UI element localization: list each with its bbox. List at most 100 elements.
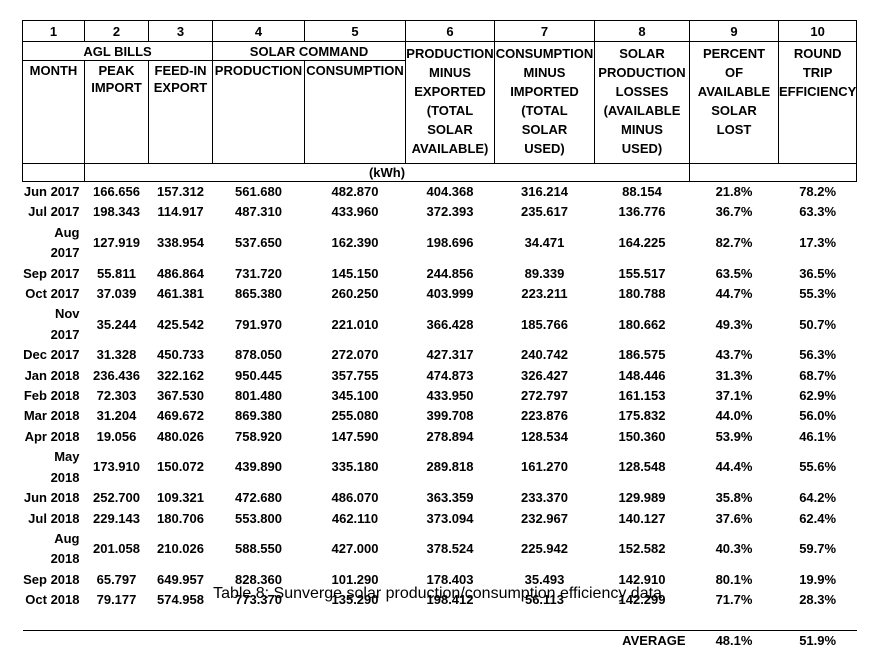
percent-lost-cell: 43.7%: [715, 347, 753, 363]
solar-used-cell: 34.471: [524, 235, 565, 251]
percent-lost-cell: 31.3%: [715, 367, 753, 383]
peak-import-cell: 252.700: [93, 490, 140, 506]
table-row: Nov 2017 35.244 425.542 791.970 221.010 …: [23, 304, 857, 345]
unit-row-spacer: [22, 163, 85, 182]
solar-used-cell: 233.370: [521, 490, 568, 506]
solar-used-cell: 35.493: [524, 571, 565, 587]
feed-in-export-cell: 150.072: [157, 459, 204, 475]
peak-import-cell: 35.244: [96, 316, 137, 332]
table-row: Mar 2018 31.204 469.672 869.380 255.080 …: [23, 406, 857, 426]
month-cell: Oct 2017: [25, 286, 80, 302]
solar-used-cell: 161.270: [521, 459, 568, 475]
column-number: 9: [689, 20, 779, 42]
consumption-cell: 486.070: [331, 490, 379, 506]
solar-used-cell: 316.214: [521, 184, 568, 199]
solar-available-cell: 399.708: [426, 408, 474, 424]
table-row: Jul 2017 198.343 114.917 487.310 433.960…: [23, 202, 857, 222]
month-cell: Jul 2018: [28, 510, 80, 526]
feed-in-export-cell: 367.530: [157, 388, 204, 404]
month-cell: Feb 2018: [23, 388, 80, 404]
production-cell: 472.680: [235, 490, 282, 506]
solar-available-cell: 198.412: [426, 592, 474, 608]
production-losses-cell: 161.153: [618, 388, 666, 404]
production-cell: 828.360: [235, 571, 282, 587]
peak-import-cell: 72.303: [96, 388, 137, 404]
consumption-cell: 147.590: [331, 428, 379, 444]
average-label: AVERAGE: [622, 632, 686, 648]
solar-used-cell: 240.742: [521, 347, 568, 363]
round-trip-cell: 56.3%: [799, 347, 837, 363]
solar-available-cell: 178.403: [426, 571, 474, 587]
round-trip-cell: 55.3%: [799, 286, 837, 302]
round-trip-cell: 56.0%: [799, 408, 837, 424]
consumption-cell: 162.390: [331, 235, 379, 251]
percent-lost-cell: 53.9%: [715, 428, 753, 444]
round-trip-cell: 50.7%: [799, 316, 837, 332]
solar-available-cell: 366.428: [426, 316, 474, 332]
column-number: 1: [22, 20, 85, 42]
group-header-agl-bills: AGL BILLS: [22, 41, 213, 61]
percent-lost-cell: 82.7%: [715, 235, 753, 251]
col-header-feed-in-export: FEED-IN EXPORT: [148, 60, 213, 164]
table-caption: Table 8: Sunverge solar production/consu…: [213, 585, 662, 602]
average-row: AVERAGE 48.1% 51.9%: [23, 630, 857, 651]
consumption-cell: 357.755: [331, 367, 379, 383]
col-header-round-trip-efficiency: ROUND TRIP EFFICIENCY: [777, 41, 858, 164]
solar-used-cell: 272.797: [521, 388, 568, 404]
consumption-cell: 345.100: [331, 388, 379, 404]
round-trip-cell: 68.7%: [799, 367, 837, 383]
feed-in-export-cell: 109.321: [157, 490, 204, 506]
peak-import-cell: 31.328: [96, 347, 137, 363]
production-losses-cell: 129.989: [618, 490, 666, 506]
production-cell: 487.310: [235, 204, 282, 220]
col-header-consumption: CONSUMPTION: [304, 60, 406, 164]
peak-import-cell: 37.039: [96, 286, 137, 302]
consumption-cell: 462.110: [331, 510, 379, 526]
feed-in-export-cell: 114.917: [157, 204, 204, 220]
consumption-cell: 272.070: [331, 347, 379, 363]
solar-used-cell: 89.339: [524, 265, 565, 281]
col-header-percent-available-lost: PERCENT OF AVAILABLE SOLAR LOST: [689, 41, 779, 164]
column-number: 8: [594, 20, 690, 42]
table-row: Dec 2017 31.328 450.733 878.050 272.070 …: [23, 345, 857, 365]
solar-efficiency-table: 1 2 3 4 5 6 7 8 9 10 AGL BILLS SOLAR COM…: [22, 20, 858, 651]
solar-used-cell: 223.876: [521, 408, 568, 424]
column-number-row: 1 2 3 4 5 6 7 8 9 10: [22, 20, 858, 42]
column-number: 10: [777, 20, 858, 42]
solar-available-cell: 427.317: [426, 347, 474, 363]
col-header-month: MONTH: [22, 60, 85, 164]
peak-import-cell: 173.910: [93, 459, 140, 475]
col-header-production: PRODUCTION: [212, 60, 305, 164]
table-row: Apr 2018 19.056 480.026 758.920 147.590 …: [23, 427, 857, 447]
production-cell: 439.890: [235, 459, 282, 475]
solar-used-cell: 225.942: [521, 541, 568, 557]
column-number: 5: [304, 20, 406, 42]
table-row: Aug 2018 201.058 210.026 588.550 427.000…: [23, 529, 857, 570]
production-cell: 758.920: [235, 428, 282, 444]
production-losses-cell: 148.446: [618, 367, 666, 383]
percent-lost-cell: 37.6%: [715, 510, 753, 526]
month-cell: Aug 2017: [50, 224, 80, 261]
round-trip-cell: 63.3%: [799, 204, 837, 220]
col-header-solar-production-losses: SOLAR PRODUCTION LOSSES (AVAILABLE MINUS…: [594, 41, 690, 164]
peak-import-cell: 201.058: [93, 541, 140, 557]
production-losses-cell: 142.910: [618, 571, 666, 587]
solar-available-cell: 363.359: [426, 490, 474, 506]
table-row: Jul 2018 229.143 180.706 553.800 462.110…: [23, 509, 857, 529]
round-trip-cell: 19.9%: [799, 571, 837, 587]
consumption-cell: 427.000: [331, 541, 379, 557]
col-header-production-minus-exported: PRODUCTION MINUS EXPORTED (TOTAL SOLAR A…: [405, 41, 495, 164]
average-row-spacer: [23, 630, 595, 651]
data-table: 1 2 3 4 5 6 7 8 9 10 AGL BILLS SOLAR COM…: [22, 20, 858, 651]
production-cell: 869.380: [235, 408, 282, 424]
round-trip-cell: 62.4%: [799, 510, 837, 526]
round-trip-cell: 55.6%: [799, 459, 837, 475]
production-cell: 731.720: [235, 265, 282, 281]
peak-import-cell: 236.436: [93, 367, 140, 383]
feed-in-export-cell: 180.706: [157, 510, 204, 526]
production-losses-cell: 155.517: [618, 265, 666, 281]
round-trip-cell: 28.3%: [799, 592, 837, 608]
empty-row: [22, 610, 857, 631]
average-round-trip: 51.9%: [799, 632, 837, 648]
peak-import-cell: 19.056: [96, 428, 137, 444]
